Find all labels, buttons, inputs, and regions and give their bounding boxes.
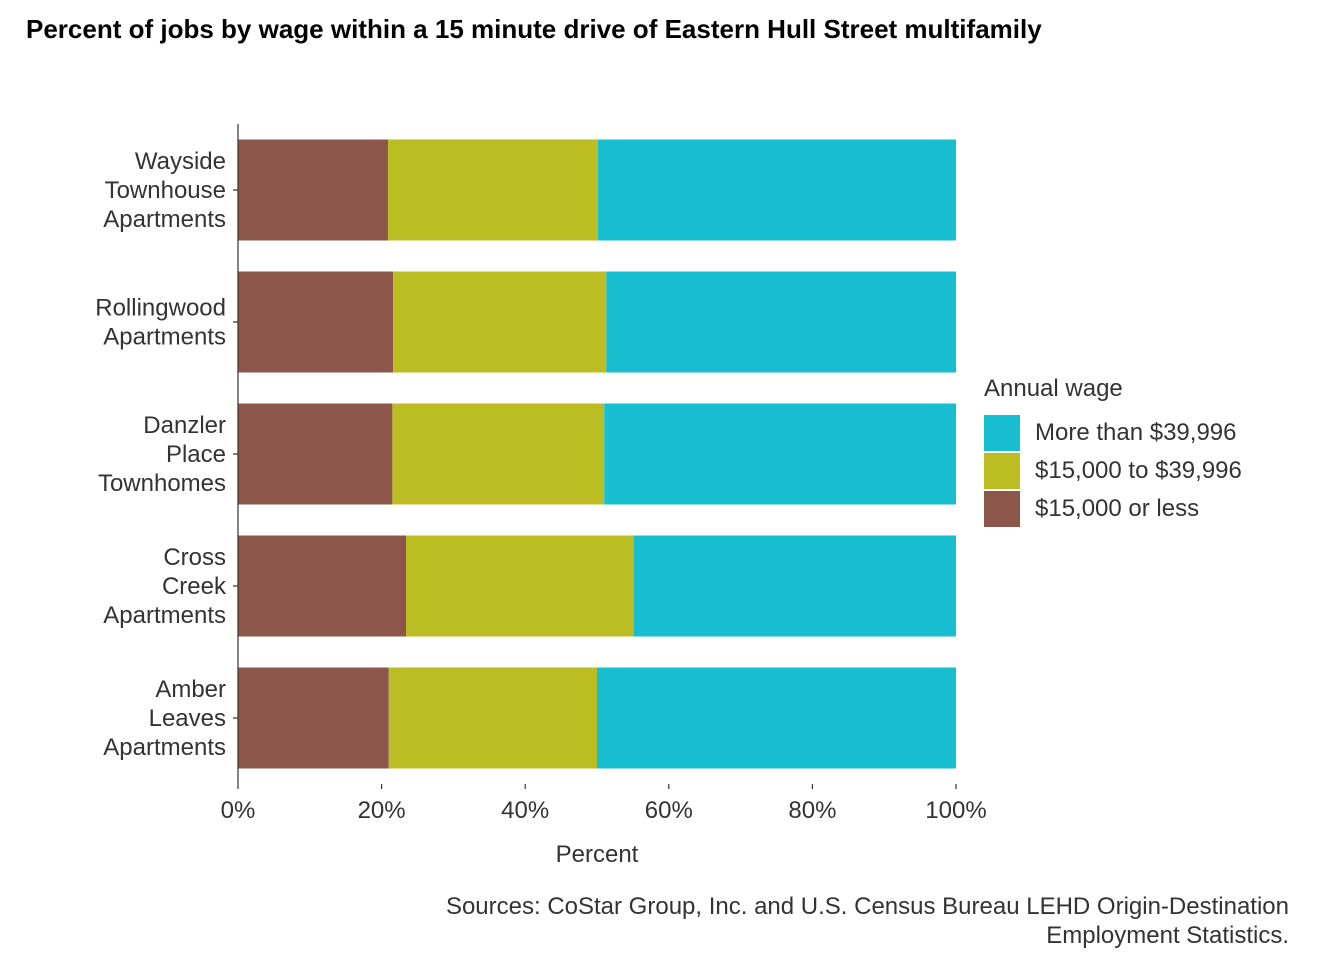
caption-line-1: Sources: CoStar Group, Inc. and U.S. Cen…: [445, 893, 1289, 920]
caption-line-2: Employment Statistics.: [1046, 922, 1289, 949]
y-tick-labels: Wayside Townhouse Apartments Rollingwood Apa…: [95, 148, 227, 761]
bar-segment-1-3: [597, 139, 956, 241]
legend-label-low-wage: $15,000 or less: [1035, 495, 1200, 522]
bars-group: [238, 139, 956, 769]
x-tick-label: 100%: [925, 797, 986, 824]
bar-segment-4-3: [633, 535, 956, 637]
bar-segment-5-1: [238, 667, 389, 769]
legend-label-mid-wage: $15,000 to $39,996: [1035, 457, 1242, 484]
legend-label-high-wage: More than $39,996: [1035, 419, 1237, 446]
bar-segment-1-2: [388, 139, 598, 241]
bar-segment-4-2: [406, 535, 634, 637]
x-axis-title: Percent: [556, 841, 639, 868]
bar-segment-2-2: [393, 271, 607, 373]
legend-swatch-mid-wage: [984, 453, 1020, 489]
x-tick-label: 60%: [645, 797, 693, 824]
bar-segment-2-3: [606, 271, 956, 373]
source-caption: Sources: CoStar Group, Inc. and U.S. Cen…: [189, 892, 1289, 950]
x-tick-label: 40%: [501, 797, 549, 824]
x-tick-label: 0%: [221, 797, 256, 824]
bar-segment-3-2: [392, 403, 605, 505]
y-tick-label: Danzler Place Townhomes: [98, 412, 226, 497]
bar-segment-1-1: [238, 139, 389, 241]
y-tick-label: Amber Leaves Apartments: [103, 676, 226, 761]
legend-item-low-wage: $15,000 or less: [984, 490, 1242, 528]
legend-title: Annual wage: [984, 375, 1123, 402]
bar-segment-4-1: [238, 535, 407, 637]
legend-item-mid-wage: $15,000 to $39,996: [984, 452, 1242, 490]
axes-group: [233, 124, 957, 789]
legend-swatch-high-wage: [984, 415, 1020, 451]
legend-item-high-wage: More than $39,996: [984, 414, 1242, 452]
bar-segment-2-1: [238, 271, 394, 373]
x-tick-label: 20%: [358, 797, 406, 824]
legend: Annual wage More than $39,996 $15,000 to…: [984, 375, 1242, 528]
y-tick-label: Wayside Townhouse Apartments: [103, 148, 226, 233]
bar-segment-3-1: [238, 403, 393, 505]
y-tick-label: Cross Creek Apartments: [103, 544, 227, 629]
legend-swatch-low-wage: [984, 491, 1020, 527]
chart-title: Percent of jobs by wage within a 15 minu…: [26, 14, 1042, 44]
bar-segment-5-3: [597, 667, 956, 769]
x-tick-labels: 0% 20% 40% 60% 80% 100%: [221, 797, 987, 824]
bar-segment-5-2: [388, 667, 597, 769]
x-tick-label: 80%: [788, 797, 836, 824]
bar-segment-3-3: [604, 403, 956, 505]
y-tick-label: Rollingwood Apartments: [95, 295, 226, 351]
